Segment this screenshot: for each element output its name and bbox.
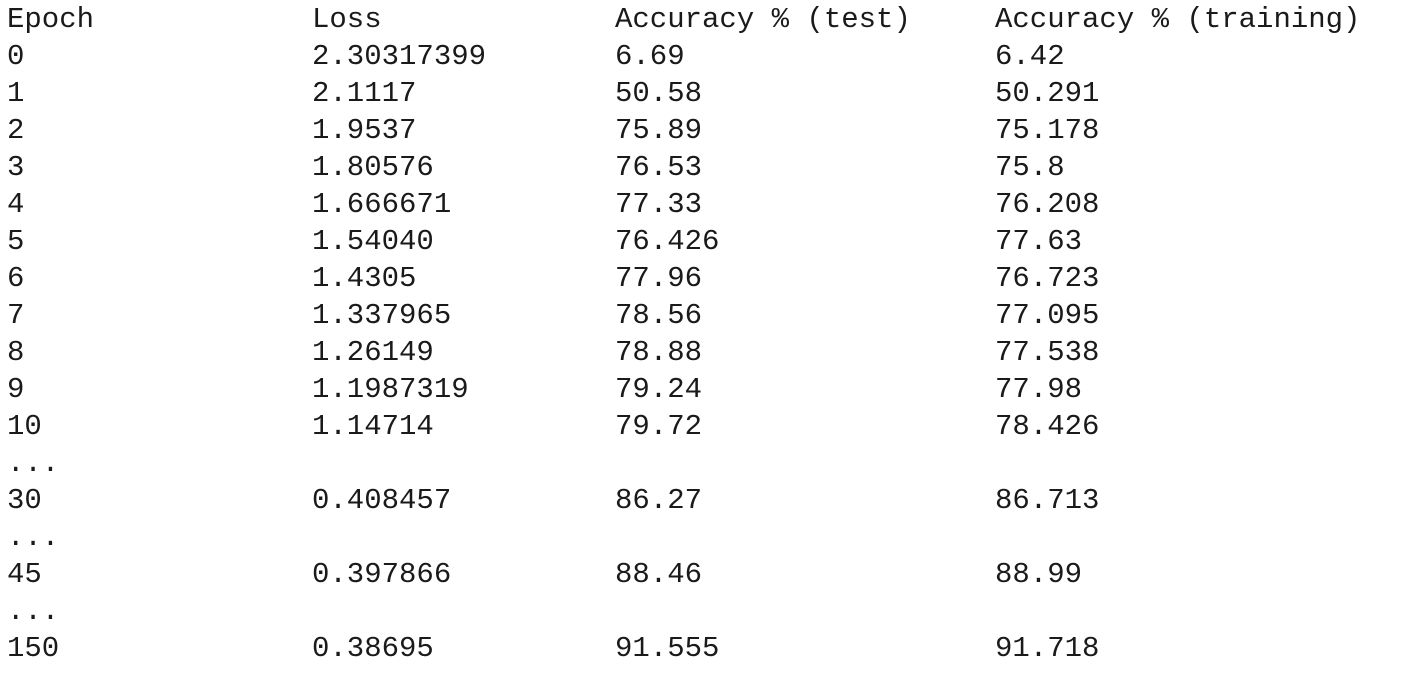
accuracy-test-cell: 78.88 <box>615 336 703 369</box>
accuracy-test-cell: 79.24 <box>615 373 703 406</box>
accuracy-test-cell: 91.555 <box>615 632 720 665</box>
header-loss: Loss <box>312 3 382 36</box>
accuracy-training-cell: 76.723 <box>995 262 1100 295</box>
epoch-cell: 45 <box>7 558 42 591</box>
accuracy-test-cell: 75.89 <box>615 114 703 147</box>
header-accuracy-training: Accuracy % (training) <box>995 3 1361 36</box>
header-accuracy-test: Accuracy % (test) <box>615 3 911 36</box>
epoch-cell: ... <box>7 447 60 480</box>
loss-cell: 1.9537 <box>312 114 417 147</box>
accuracy-test-cell: 77.33 <box>615 188 703 221</box>
accuracy-test-cell: 6.69 <box>615 40 685 73</box>
epoch-cell: ... <box>7 521 60 554</box>
accuracy-test-cell: 86.27 <box>615 484 703 517</box>
accuracy-training-cell: 77.538 <box>995 336 1100 369</box>
epoch-cell: 150 <box>7 632 60 665</box>
accuracy-training-cell: 75.178 <box>995 114 1100 147</box>
epoch-cell: ... <box>7 595 60 628</box>
accuracy-test-cell: 88.46 <box>615 558 703 591</box>
epoch-cell: 8 <box>7 336 25 369</box>
loss-cell: 0.38695 <box>312 632 434 665</box>
accuracy-training-cell: 88.99 <box>995 558 1083 591</box>
loss-cell: 1.26149 <box>312 336 434 369</box>
loss-cell: 1.1987319 <box>312 373 469 406</box>
epoch-cell: 9 <box>7 373 25 406</box>
loss-cell: 1.54040 <box>312 225 434 258</box>
accuracy-training-cell: 75.8 <box>995 151 1065 184</box>
epoch-cell: 30 <box>7 484 42 517</box>
loss-cell: 0.408457 <box>312 484 452 517</box>
accuracy-test-cell: 79.72 <box>615 410 703 443</box>
epoch-cell: 2 <box>7 114 25 147</box>
accuracy-test-cell: 78.56 <box>615 299 703 332</box>
loss-cell: 1.14714 <box>312 410 434 443</box>
loss-cell: 0.397866 <box>312 558 452 591</box>
epoch-cell: 4 <box>7 188 25 221</box>
accuracy-training-cell: 78.426 <box>995 410 1100 443</box>
accuracy-training-cell: 50.291 <box>995 77 1100 110</box>
accuracy-training-cell: 77.98 <box>995 373 1083 406</box>
epoch-cell: 7 <box>7 299 25 332</box>
accuracy-test-cell: 50.58 <box>615 77 703 110</box>
loss-cell: 2.1117 <box>312 77 417 110</box>
epoch-cell: 5 <box>7 225 25 258</box>
loss-cell: 1.80576 <box>312 151 434 184</box>
accuracy-training-cell: 77.095 <box>995 299 1100 332</box>
epoch-cell: 1 <box>7 77 25 110</box>
accuracy-training-cell: 91.718 <box>995 632 1100 665</box>
loss-cell: 2.30317399 <box>312 40 487 73</box>
loss-cell: 1.337965 <box>312 299 452 332</box>
accuracy-training-cell: 77.63 <box>995 225 1083 258</box>
header-epoch: Epoch <box>7 3 95 36</box>
loss-cell: 1.4305 <box>312 262 417 295</box>
accuracy-test-cell: 77.96 <box>615 262 703 295</box>
loss-cell: 1.666671 <box>312 188 452 221</box>
accuracy-test-cell: 76.426 <box>615 225 720 258</box>
epoch-cell: 6 <box>7 262 25 295</box>
epoch-cell: 0 <box>7 40 25 73</box>
accuracy-training-cell: 6.42 <box>995 40 1065 73</box>
epoch-cell: 10 <box>7 410 42 443</box>
accuracy-training-cell: 86.713 <box>995 484 1100 517</box>
accuracy-test-cell: 76.53 <box>615 151 703 184</box>
accuracy-training-cell: 76.208 <box>995 188 1100 221</box>
epoch-cell: 3 <box>7 151 25 184</box>
